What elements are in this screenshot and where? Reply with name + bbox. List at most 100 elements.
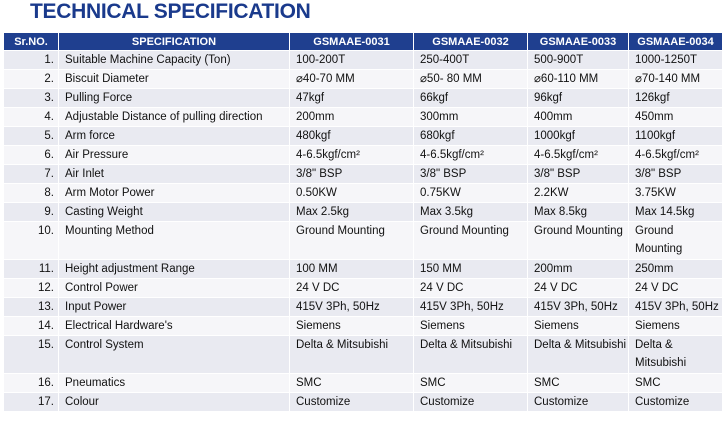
row-sr-no: 6. — [3, 145, 59, 165]
row-specification: Casting Weight — [58, 202, 290, 222]
table-row: 10. Mounting Method Ground Mounting Ground … — [3, 221, 723, 260]
cell-model-0034: 415V 3Ph, 50Hz — [628, 297, 723, 317]
row-sr-no: 12. — [3, 278, 59, 298]
row-sr-no: 15. — [3, 335, 59, 374]
cell-model-0032: 150 MM — [413, 259, 528, 279]
cell-model-0033: Max 8.5kg — [527, 202, 629, 222]
table-row: 3. Pulling Force 47kgf 66kgf 96kgf 126kgf — [3, 88, 723, 108]
table-row: 15. Control System Delta & Mitsubishi Delta… — [3, 335, 723, 374]
row-sr-no: 13. — [3, 297, 59, 317]
cell-model-0034: Customize — [628, 392, 723, 412]
row-specification: Control Power — [58, 278, 290, 298]
table-row: 16. Pneumatics SMC SMC SMC SMC — [3, 373, 723, 393]
table-body: 1. Suitable Machine Capacity (Ton) 100-200… — [3, 50, 723, 412]
cell-model-0034: 3.75KW — [628, 183, 723, 203]
cell-model-0031: 24 V DC — [289, 278, 414, 298]
table-row: 14. Electrical Hardware's Siemens Siemens Si… — [3, 316, 723, 336]
row-sr-no: 9. — [3, 202, 59, 222]
cell-model-0031: ⌀40-70 MM — [289, 69, 414, 89]
row-specification: Biscuit Diameter — [58, 69, 290, 89]
cell-model-0032: Max 3.5kg — [413, 202, 528, 222]
row-sr-no: 1. — [3, 50, 59, 70]
cell-model-0033: 500-900T — [527, 50, 629, 70]
cell-model-0033: 2.2KW — [527, 183, 629, 203]
row-sr-no: 10. — [3, 221, 59, 260]
row-specification: Air Inlet — [58, 164, 290, 184]
cell-model-0032: SMC — [413, 373, 528, 393]
header-specification: SPECIFICATION — [58, 32, 290, 51]
cell-model-0034: Siemens — [628, 316, 723, 336]
row-specification: Suitable Machine Capacity (Ton) — [58, 50, 290, 70]
row-sr-no: 16. — [3, 373, 59, 393]
cell-model-0034: 24 V DC — [628, 278, 723, 298]
cell-model-0031: Max 2.5kg — [289, 202, 414, 222]
table-row: 8. Arm Motor Power 0.50KW 0.75KW 2.2KW 3.75KW — [3, 183, 723, 203]
specification-table: Sr.NO. SPECIFICATION GSMAAE-0031 GSMAAE-… — [3, 32, 723, 412]
cell-model-0032: 680kgf — [413, 126, 528, 146]
cell-model-0033: 96kgf — [527, 88, 629, 108]
cell-model-0034: 250mm — [628, 259, 723, 279]
cell-model-0033: Delta & Mitsubishi — [527, 335, 629, 374]
cell-model-0033: 400mm — [527, 107, 629, 127]
page-title: TECHNICAL SPECIFICATION — [30, 0, 311, 23]
cell-model-0031: Delta & Mitsubishi — [289, 335, 414, 374]
cell-model-0031: SMC — [289, 373, 414, 393]
cell-model-0032: Ground Mounting — [413, 221, 528, 260]
header-model-0034: GSMAAE-0034 — [628, 32, 723, 51]
cell-model-0033: 1000kgf — [527, 126, 629, 146]
row-specification: Arm force — [58, 126, 290, 146]
cell-model-0032: ⌀50- 80 MM — [413, 69, 528, 89]
table-row: 9. Casting Weight Max 2.5kg Max 3.5kg Max 8.… — [3, 202, 723, 222]
cell-model-0032: 415V 3Ph, 50Hz — [413, 297, 528, 317]
row-specification: Electrical Hardware's — [58, 316, 290, 336]
row-sr-no: 8. — [3, 183, 59, 203]
cell-model-0031: 47kgf — [289, 88, 414, 108]
cell-model-0031: 480kgf — [289, 126, 414, 146]
cell-model-0034: Max 14.5kg — [628, 202, 723, 222]
row-specification: Input Power — [58, 297, 290, 317]
cell-model-0033: 3/8" BSP — [527, 164, 629, 184]
table-row: 4. Adjustable Distance of pulling directi… — [3, 107, 723, 127]
cell-model-0032: 66kgf — [413, 88, 528, 108]
header-sr-no: Sr.NO. — [3, 32, 59, 51]
header-model-0032: GSMAAE-0032 — [413, 32, 528, 51]
row-sr-no: 14. — [3, 316, 59, 336]
cell-model-0034: 4-6.5kgf/cm² — [628, 145, 723, 165]
cell-model-0032: Customize — [413, 392, 528, 412]
cell-model-0034: Ground Mounting — [628, 221, 723, 260]
row-specification: Height adjustment Range — [58, 259, 290, 279]
row-sr-no: 5. — [3, 126, 59, 146]
row-specification: Pneumatics — [58, 373, 290, 393]
cell-model-0031: Siemens — [289, 316, 414, 336]
row-specification: Mounting Method — [58, 221, 290, 260]
table-row: 6. Air Pressure 4-6.5kgf/cm² 4-6.5kgf/cm² 4-… — [3, 145, 723, 165]
cell-model-0032: Siemens — [413, 316, 528, 336]
table-row: 13. Input Power 415V 3Ph, 50Hz 415V 3Ph, 50… — [3, 297, 723, 317]
row-specification: Arm Motor Power — [58, 183, 290, 203]
table-row: 1. Suitable Machine Capacity (Ton) 100-200… — [3, 50, 723, 70]
cell-model-0034: 450mm — [628, 107, 723, 127]
cell-model-0031: 0.50KW — [289, 183, 414, 203]
cell-model-0032: 0.75KW — [413, 183, 528, 203]
cell-model-0031: 3/8" BSP — [289, 164, 414, 184]
row-sr-no: 11. — [3, 259, 59, 279]
cell-model-0032: Delta & Mitsubishi — [413, 335, 528, 374]
header-model-0033: GSMAAE-0033 — [527, 32, 629, 51]
cell-model-0033: Ground Mounting — [527, 221, 629, 260]
cell-model-0031: 100-200T — [289, 50, 414, 70]
cell-model-0032: 250-400T — [413, 50, 528, 70]
cell-model-0034: SMC — [628, 373, 723, 393]
row-sr-no: 7. — [3, 164, 59, 184]
row-specification: Adjustable Distance of pulling direction — [58, 107, 290, 127]
table-row: 5. Arm force 480kgf 680kgf 1000kgf 1100kgf — [3, 126, 723, 146]
cell-model-0034: 1000-1250T — [628, 50, 723, 70]
cell-model-0034: 3/8" BSP — [628, 164, 723, 184]
cell-model-0031: Ground Mounting — [289, 221, 414, 260]
cell-model-0033: SMC — [527, 373, 629, 393]
row-sr-no: 2. — [3, 69, 59, 89]
cell-model-0033: 200mm — [527, 259, 629, 279]
cell-model-0032: 300mm — [413, 107, 528, 127]
cell-model-0034: 1100kgf — [628, 126, 723, 146]
cell-model-0032: 24 V DC — [413, 278, 528, 298]
table-row: 7. Air Inlet 3/8" BSP 3/8" BSP 3/8" BSP 3/8" … — [3, 164, 723, 184]
